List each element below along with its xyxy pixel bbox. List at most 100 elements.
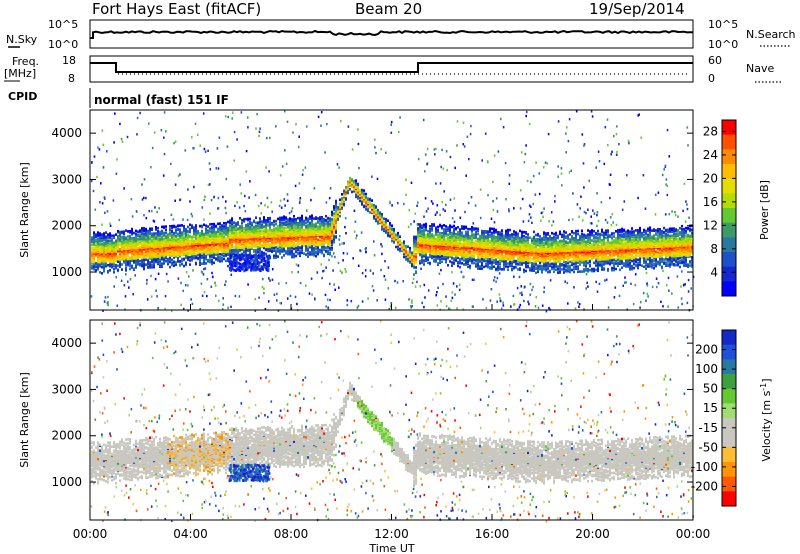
echo-cell (445, 259, 447, 263)
echo-cell (203, 237, 205, 241)
echo-cell (321, 216, 323, 219)
echo-cell (463, 234, 465, 238)
echo-cell (273, 228, 275, 231)
echo-cell (255, 221, 257, 225)
echo-cell (479, 241, 481, 245)
echo-cell (339, 202, 341, 206)
frequency-trace (90, 62, 693, 73)
echo-cell (273, 246, 275, 249)
echo-cell (481, 243, 483, 246)
echo-cell (373, 203, 375, 207)
freq-right-tick-top: 60 (708, 54, 722, 67)
echo-cell (181, 236, 183, 239)
echo-cell (105, 231, 107, 234)
echo-cell (415, 270, 417, 273)
echo-cell (189, 256, 191, 259)
echo-cell (507, 228, 509, 232)
echo-cell (199, 232, 201, 235)
echo-cell (315, 216, 317, 219)
echo-cell (135, 264, 137, 267)
echo-cell (221, 224, 223, 227)
echo-cell (173, 260, 175, 263)
echo-cell (485, 239, 487, 242)
echo-cell (469, 251, 471, 254)
echo-cell (391, 224, 393, 227)
echo-cell (443, 238, 445, 241)
echo-cell (241, 246, 243, 250)
echo-cell (195, 252, 197, 256)
echo-cell (351, 190, 353, 194)
echo-cell (225, 259, 227, 263)
echo-cell (139, 233, 141, 236)
echo-cell (269, 247, 271, 251)
echo-cell (243, 244, 245, 247)
echo-cell (219, 230, 221, 234)
echo-cell (455, 240, 457, 243)
echo-cell (295, 248, 297, 252)
echo-cell (139, 245, 141, 249)
echo-cell (487, 265, 489, 269)
echo-cell (299, 222, 301, 226)
echo-cell (153, 258, 155, 262)
echo-cell (263, 216, 265, 219)
echo-cell (433, 258, 435, 262)
echo-cell (483, 255, 485, 258)
echo-cell (267, 217, 269, 220)
echo-cell (317, 233, 319, 237)
echo-cell (309, 215, 311, 218)
echo-cell (161, 264, 163, 267)
echo-cell (175, 234, 177, 238)
echo-cell (497, 236, 499, 239)
echo-cell (237, 221, 239, 224)
echo-cell (235, 224, 237, 227)
echo-cell (501, 234, 503, 237)
echo-cell (489, 230, 491, 233)
echo-cell (455, 233, 457, 236)
echo-cell (153, 242, 155, 246)
echo-cell (327, 249, 329, 252)
echo-cell (317, 217, 319, 220)
echo-cell (99, 245, 101, 249)
echo-cell (295, 254, 297, 258)
echo-cell (199, 259, 201, 263)
echo-cell (489, 248, 491, 252)
echo-cell (491, 227, 493, 231)
echo-cell (493, 238, 495, 242)
echo-cell (521, 240, 523, 244)
echo-cell (225, 223, 227, 227)
echo-cell (271, 243, 273, 246)
echo-cell (269, 226, 271, 229)
echo-cell (241, 219, 243, 222)
echo-cell (481, 234, 483, 238)
echo-cell (311, 216, 313, 219)
echo-cell (341, 197, 343, 200)
echo-cell (143, 233, 145, 236)
echo-cell (523, 244, 525, 247)
echo-cell (129, 235, 131, 238)
echo-cell (317, 225, 319, 228)
echo-cell (463, 225, 465, 229)
echo-cell (245, 251, 247, 254)
echo-cell (177, 260, 179, 263)
echo-cell (461, 236, 463, 240)
echo-cell (187, 256, 189, 259)
echo-cell (205, 262, 207, 265)
echo-cell (477, 263, 479, 266)
echo-cell (171, 261, 173, 265)
echo-cell (313, 223, 315, 226)
echo-cell (277, 238, 279, 241)
echo-cell (101, 272, 103, 275)
echo-cell (209, 260, 211, 264)
echo-cell (451, 225, 453, 229)
echo-cell (287, 243, 289, 247)
echo-cell (167, 262, 169, 266)
echo-cell (503, 264, 505, 267)
echo-cell (251, 229, 253, 233)
echo-cell (245, 247, 247, 250)
echo-cell (495, 238, 497, 241)
echo-cell (219, 252, 221, 256)
echo-cell (97, 240, 99, 244)
echo-cell (151, 235, 153, 239)
echo-cell (331, 246, 333, 249)
